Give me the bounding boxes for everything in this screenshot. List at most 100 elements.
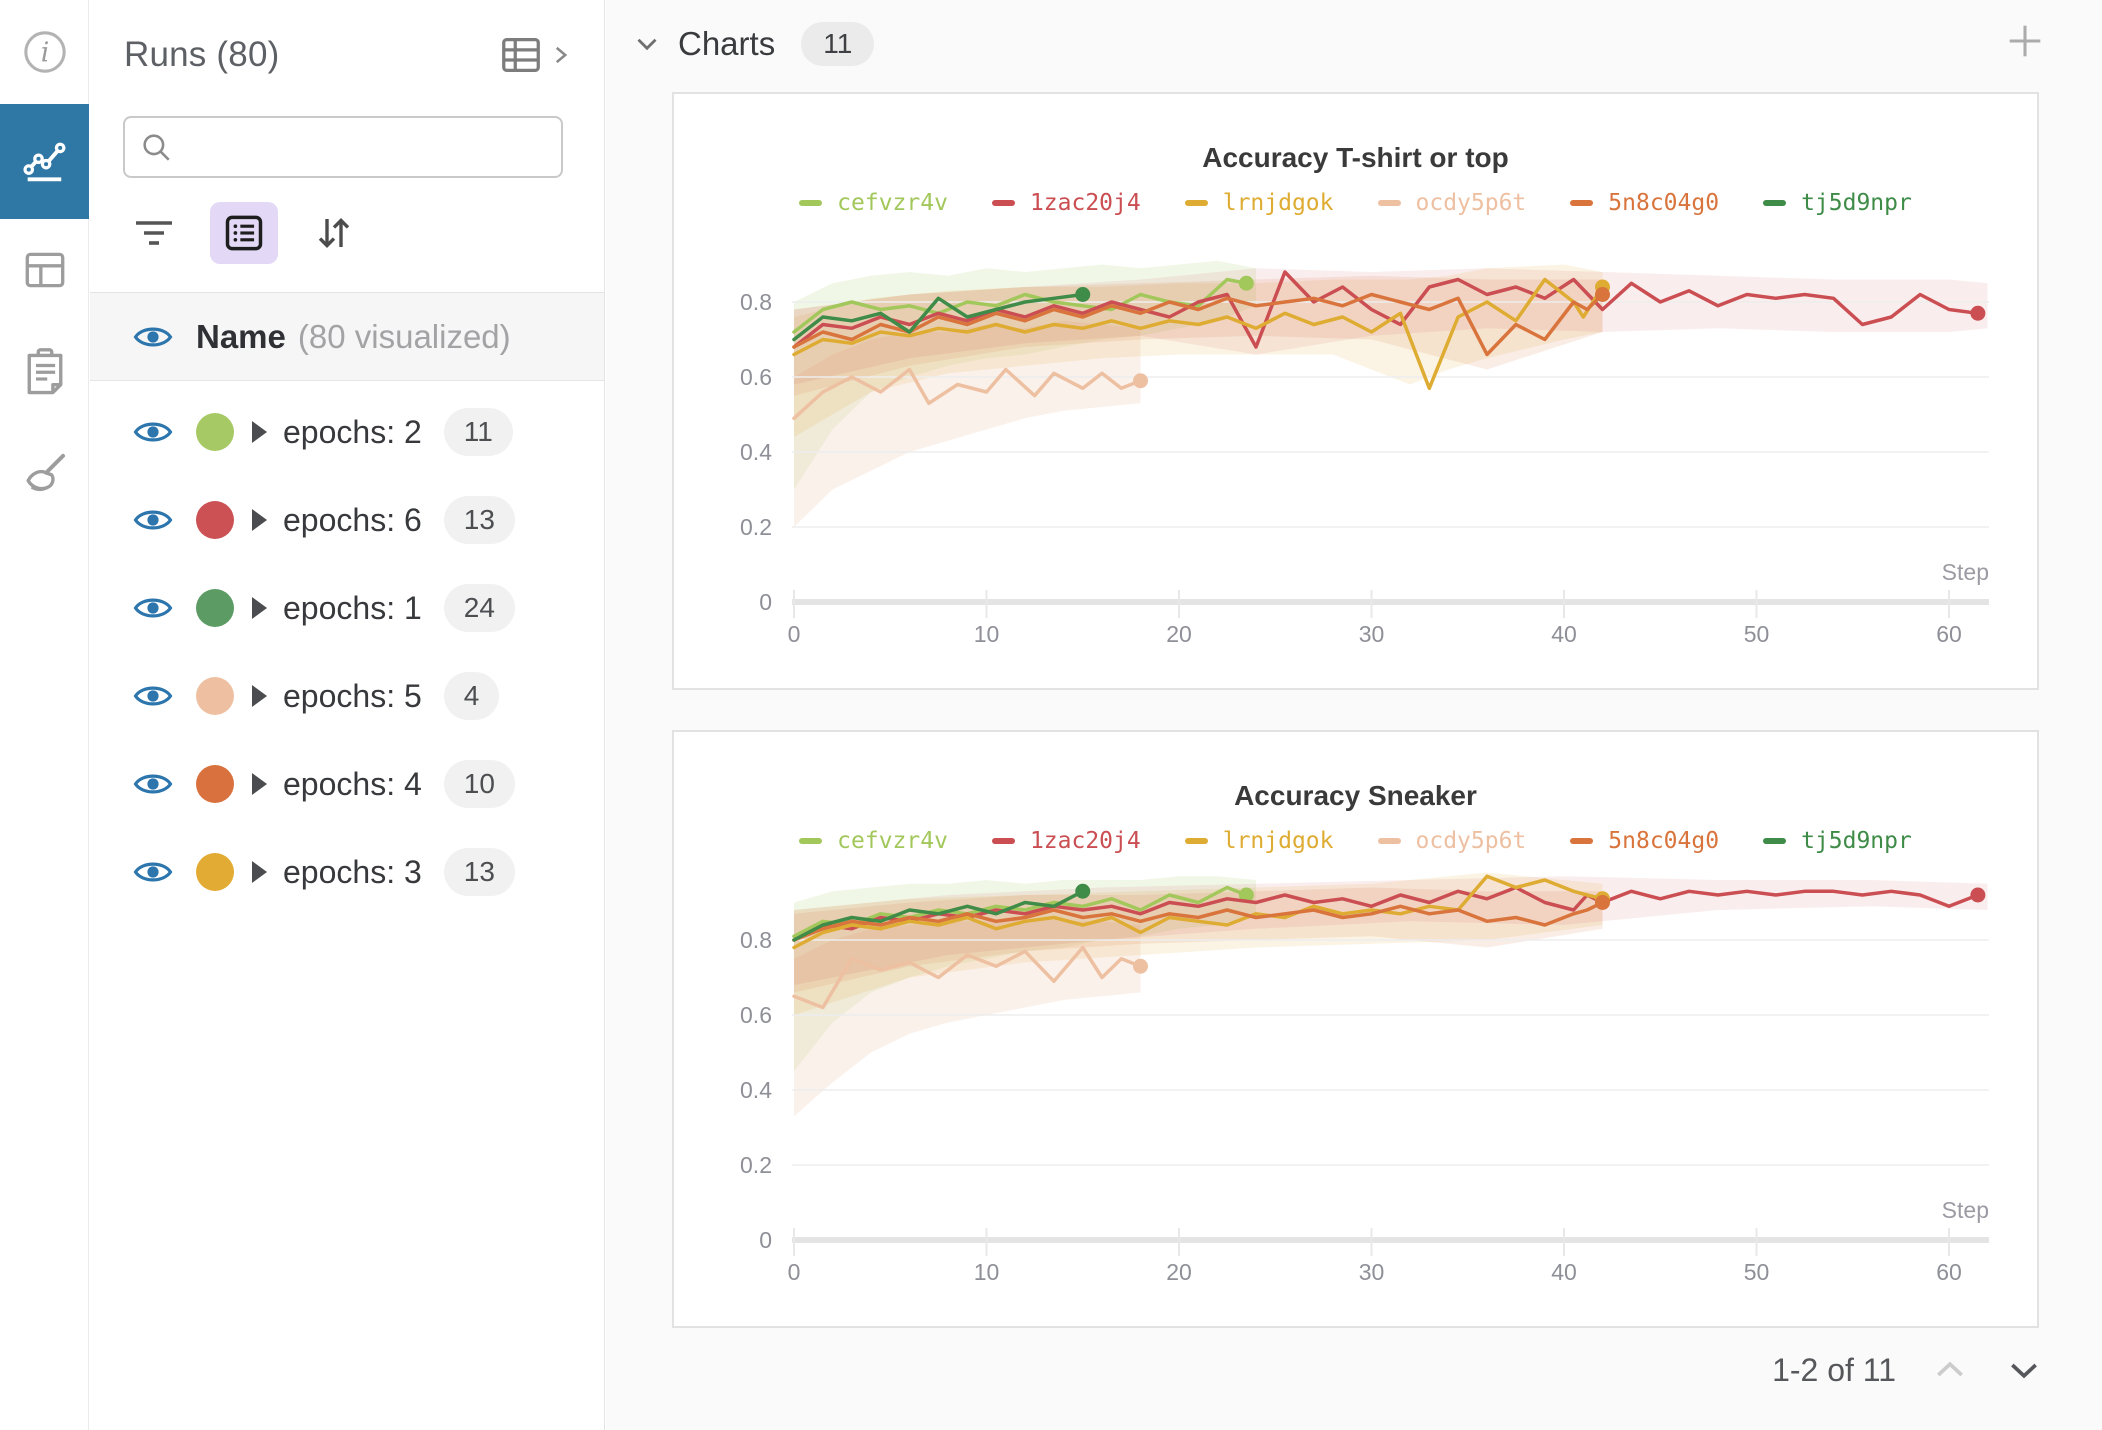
x-tick-label: 0 (788, 621, 801, 647)
run-group-row[interactable]: epochs: 3 13 (90, 828, 604, 916)
expand-caret-icon[interactable] (252, 773, 267, 795)
x-axis-label: Step (1942, 559, 1989, 585)
filter-icon (136, 221, 172, 245)
x-tick-label: 30 (1359, 621, 1385, 647)
section-collapse-chevron-icon[interactable] (630, 27, 664, 61)
visibility-eye-icon[interactable] (132, 857, 174, 887)
add-panel-button[interactable] (2002, 18, 2048, 69)
y-tick-label: 0.4 (740, 439, 772, 465)
run-group-row[interactable]: epochs: 5 4 (90, 652, 604, 740)
run-group-row[interactable]: epochs: 2 11 (90, 388, 604, 476)
panel-tab-charts[interactable] (0, 104, 89, 219)
series-end-dot-5n8c04g0 (1595, 895, 1610, 910)
chart-panel-accuracy-tshirt[interactable]: Accuracy T-shirt or top cefvzr4v 1zac20j4… (672, 92, 2039, 690)
legend-item-lrnjdgok[interactable]: lrnjdgok (1184, 190, 1334, 216)
chart-panel-accuracy-sneaker[interactable]: Accuracy Sneaker cefvzr4v 1zac20j4 lrnjdgo… (672, 730, 2039, 1328)
series-line-cefvzr4v (792, 885, 1249, 939)
plus-icon (2009, 25, 2041, 57)
info-icon[interactable]: i (0, 22, 89, 82)
visibility-eye-icon[interactable] (132, 769, 174, 799)
chart-svg[interactable]: 0.8 0.6 0.4 0.2 00 10 20 30 40 50 60 Step (674, 234, 2037, 679)
charts-workspace: Charts 11 Accuracy T-shirt or top cefvzr… (606, 0, 2102, 1430)
legend-item-lrnjdgok[interactable]: lrnjdgok (1184, 828, 1334, 854)
expand-caret-icon[interactable] (252, 421, 267, 443)
expand-caret-icon[interactable] (252, 509, 267, 531)
run-group-label: epochs: 2 (283, 413, 422, 450)
run-group-row[interactable]: epochs: 4 10 (90, 740, 604, 828)
pagination-label: 1-2 of 11 (1772, 1351, 1896, 1388)
legend-dash-icon (1570, 200, 1594, 206)
charts-section-title: Charts (678, 25, 776, 62)
legend-item-1zac20j4[interactable]: 1zac20j4 (991, 190, 1141, 216)
chart-title: Accuracy T-shirt or top (1202, 142, 1509, 173)
broom-icon (25, 453, 65, 492)
legend-dash-icon (991, 838, 1015, 844)
series-line-5n8c04g0 (792, 292, 1605, 357)
group-list-button[interactable] (210, 202, 278, 264)
legend-item-5n8c04g0[interactable]: 5n8c04g0 (1570, 190, 1719, 216)
search-input[interactable] (185, 131, 547, 163)
run-count-badge: 13 (443, 496, 515, 544)
panel-tab-sweeps[interactable] (0, 440, 89, 510)
y-tick-label: 0 (759, 589, 772, 615)
run-color-dot (196, 677, 234, 715)
chart-plot[interactable]: 0.8 0.6 0.4 0.2 0 0 10 20 30 40 50 60 Step (674, 872, 2037, 1317)
expand-caret-icon[interactable] (252, 597, 267, 619)
sidebar-divider (90, 292, 604, 293)
panel-tab-logs[interactable] (0, 335, 89, 405)
filter-button[interactable] (130, 209, 178, 257)
svg-text:i: i (40, 38, 49, 69)
y-tick-label: 0.6 (740, 364, 772, 390)
sort-button[interactable] (310, 209, 358, 257)
charts-count-badge: 11 (801, 22, 875, 66)
visibility-eye-icon[interactable] (132, 505, 174, 535)
chart-svg[interactable]: 0.8 0.6 0.4 0.2 00 10 20 30 40 50 60 Step (674, 872, 2037, 1317)
legend-item-5n8c04g0[interactable]: 5n8c04g0 (1570, 828, 1719, 854)
run-color-dot (196, 413, 234, 451)
legend-item-tj5d9npr[interactable]: tj5d9npr (1763, 190, 1912, 216)
x-tick-label: 50 (1744, 621, 1770, 647)
y-tick-label: 0.8 (740, 927, 772, 953)
series-end-dot-1zac20j4 (1970, 305, 1986, 321)
run-count-badge: 13 (443, 848, 515, 896)
legend-run-name: ocdy5p6t (1415, 190, 1527, 216)
series-end-dot-tj5d9npr (1075, 287, 1091, 302)
run-search[interactable] (123, 116, 563, 178)
legend-item-tj5d9npr[interactable]: tj5d9npr (1763, 828, 1912, 854)
run-group-row[interactable]: epochs: 1 24 (90, 564, 604, 652)
y-tick-label: 0.8 (740, 289, 772, 315)
run-group-label: epochs: 3 (283, 853, 422, 890)
run-group-row[interactable]: epochs: 6 13 (90, 476, 604, 564)
expand-caret-icon[interactable] (252, 861, 267, 883)
run-color-dot (196, 853, 234, 891)
visibility-eye-icon[interactable] (132, 681, 174, 711)
visibility-eye-icon[interactable] (132, 322, 174, 352)
expand-caret-icon[interactable] (252, 685, 267, 707)
visibility-eye-icon[interactable] (132, 593, 174, 623)
legend-item-ocdy5p6t[interactable]: ocdy5p6t (1377, 190, 1527, 216)
legend-item-1zac20j4[interactable]: 1zac20j4 (991, 828, 1141, 854)
y-tick-label: 0.6 (740, 1002, 772, 1028)
confidence-band (794, 917, 1141, 1117)
visibility-eye-icon[interactable] (132, 417, 174, 447)
legend-item-ocdy5p6t[interactable]: ocdy5p6t (1377, 828, 1526, 854)
open-runs-table-button[interactable] (498, 32, 574, 78)
visualized-header-row: Name (80 visualized) (90, 293, 604, 381)
panel-tab-table[interactable] (0, 240, 89, 300)
legend-dash-icon (1184, 838, 1208, 844)
legend-run-name: cefvzr4v (837, 828, 948, 854)
run-group-label: epochs: 5 (283, 677, 422, 714)
run-count-badge: 4 (443, 672, 500, 720)
table-icon (25, 252, 64, 288)
chevron-up-icon (1937, 1361, 1963, 1377)
left-icon-rail: i (0, 0, 89, 1430)
legend-item-cefvzr4v[interactable]: cefvzr4v (799, 828, 948, 854)
group-key-label: Name (196, 317, 286, 355)
pagination-next-button[interactable] (2004, 1350, 2044, 1390)
legend-item-cefvzr4v[interactable]: cefvzr4v (799, 190, 948, 216)
chart-plot[interactable]: 0.8 0.6 0.4 0.2 0 0 10 20 30 40 50 60 Step (674, 234, 2037, 679)
pagination-prev-button[interactable] (1930, 1350, 1970, 1390)
confidence-band (794, 268, 1988, 385)
run-count-badge: 10 (443, 760, 515, 808)
visualized-count-label: (80 visualized) (297, 317, 511, 355)
